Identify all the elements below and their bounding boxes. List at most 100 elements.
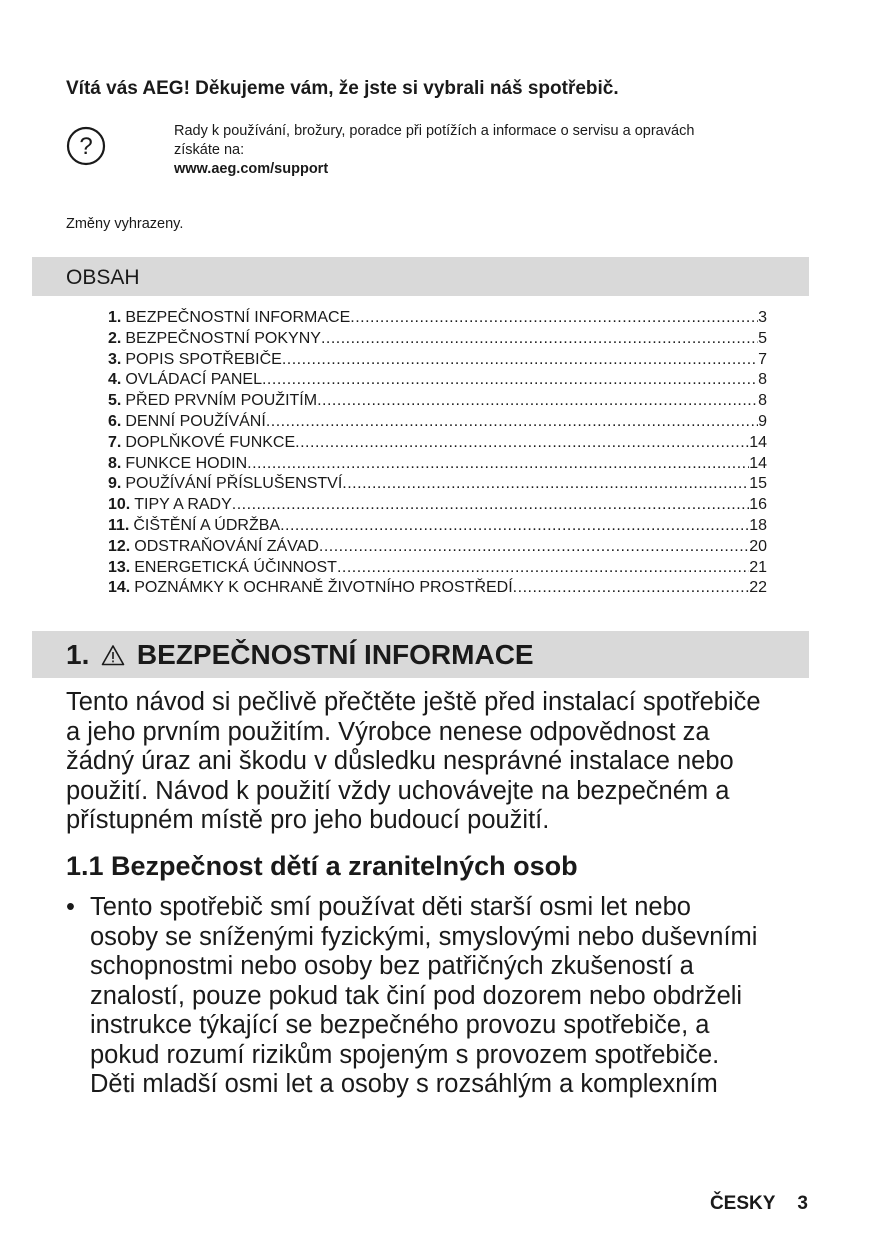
toc-leader-dots <box>317 391 758 412</box>
toc-item[interactable]: 3.POPIS SPOTŘEBIČE 7 <box>108 350 767 371</box>
section-title-text: BEZPEČNOSTNÍ INFORMACE <box>136 639 534 670</box>
toc-item-page: 5 <box>758 329 767 347</box>
toc-item[interactable]: 14. POZNÁMKY K OCHRANĚ ŽIVOTNÍHO PROSTŘED… <box>108 578 767 599</box>
toc-item-number: 4. <box>108 371 122 389</box>
section-number: 1. <box>66 639 90 670</box>
toc-item-label: BEZPEČNOSTNÍ INFORMACE <box>125 309 351 326</box>
subsection-heading: 1.1 Bezpečnost dětí a zranitelných osob <box>66 851 578 881</box>
toc-item[interactable]: 13.ENERGETICKÁ ÚČINNOST 21 <box>108 558 767 579</box>
toc-item-label: BEZPEČNOSTNÍ POKYNY <box>125 329 321 347</box>
bullet-line: znalostí, pouze pokud tak činí pod dozor… <box>90 981 743 1010</box>
toc-item-page: 14 <box>749 433 767 451</box>
bullet-line: Děti mladší osmi let a osoby s rozsáhlým… <box>90 1070 718 1098</box>
toc-item[interactable]: 1.BEZPEČNOSTNÍ INFORMACE 3 <box>108 308 767 329</box>
toc-item[interactable]: 6.DENNÍ POUŽÍVÁNÍ 9 <box>108 412 767 433</box>
toc-item[interactable]: 8.FUNKCE HODIN 14 <box>108 454 767 475</box>
toc-item-number: 7. <box>108 433 122 451</box>
toc-header-bar: OBSAH <box>32 257 809 296</box>
svg-text:?: ? <box>79 133 92 160</box>
toc-item-page: 21 <box>749 558 767 576</box>
toc-item[interactable]: 7.DOPLŇKOVÉ FUNKCE 14 <box>108 433 767 454</box>
toc-item-page: 7 <box>758 350 767 368</box>
toc-item-page: 14 <box>749 454 767 472</box>
toc-item-number: 9. <box>108 475 122 493</box>
toc-leader-dots <box>350 308 758 329</box>
toc-leader-dots <box>513 578 750 599</box>
toc-item-page: 16 <box>749 496 767 514</box>
toc-leader-dots <box>266 412 758 433</box>
toc-item-page: 9 <box>758 412 767 430</box>
intro-line: přístupném místě pro jeho budoucí použit… <box>66 806 550 834</box>
toc-item-page: 18 <box>749 516 767 534</box>
toc-item-number: 13. <box>108 558 131 576</box>
toc-item-number: 5. <box>108 392 122 410</box>
toc-item-label: OVLÁDACÍ PANEL <box>125 371 262 389</box>
intro-line: Tento návod si pečlivě přečtěte ještě př… <box>66 688 761 716</box>
bullet-item: • Tento spotřebič smí používat děti star… <box>66 893 757 1100</box>
toc-item-label: POPIS SPOTŘEBIČE <box>125 350 282 368</box>
support-url-link[interactable]: www.aeg.com/support <box>174 161 329 177</box>
page-footer: ČESKY 3 <box>710 1193 808 1215</box>
toc-item-page: 3 <box>758 309 767 326</box>
bullet-line: pokud rozumí rizikům spojeným s provozem… <box>90 1040 720 1069</box>
toc-leader-dots <box>342 474 749 495</box>
toc-item[interactable]: 4.OVLÁDACÍ PANEL 8 <box>108 370 767 391</box>
toc-item-number: 11. <box>108 516 130 534</box>
bullet-line: schopnostmi nebo osoby bez patřičných zk… <box>90 952 694 980</box>
intro-paragraph: Tento návod si pečlivě přečtěte ještě př… <box>66 688 761 836</box>
toc-item-label: FUNKCE HODIN <box>125 454 248 472</box>
intro-line: žádný úraz ani škodu v důsledku nesprávn… <box>66 747 734 775</box>
toc-item-number: 2. <box>108 329 122 347</box>
toc-item-label: ČIŠTĚNÍ A ÚDRŽBA <box>133 516 281 534</box>
table-of-contents: 1.BEZPEČNOSTNÍ INFORMACE 3 2.BEZPEČNOSTNÍ … <box>108 308 767 599</box>
toc-item-number: 8. <box>108 454 122 472</box>
toc-item-page: 22 <box>749 579 767 597</box>
question-circle-icon: ? <box>66 126 106 166</box>
toc-item-number: 3. <box>108 350 122 368</box>
section-header-bar: 1. BEZPEČNOSTNÍ INFORMACE <box>32 631 809 678</box>
toc-item[interactable]: 11.ČIŠTĚNÍ A ÚDRŽBA 18 <box>108 516 767 537</box>
toc-item-page: 8 <box>758 392 767 410</box>
toc-item[interactable]: 2.BEZPEČNOSTNÍ POKYNY 5 <box>108 329 767 350</box>
section-title: 1. BEZPEČNOSTNÍ INFORMACE <box>66 639 534 671</box>
bullet-dot: • <box>66 893 75 921</box>
toc-item[interactable]: 9.POUŽÍVÁNÍ PŘÍSLUŠENSTVÍ 15 <box>108 474 767 495</box>
toc-item-label: ENERGETICKÁ ÚČINNOST <box>134 558 337 576</box>
toc-item-label: DENNÍ POUŽÍVÁNÍ <box>125 412 266 430</box>
welcome-heading: Vítá vás AEG! Děkujeme vám, že jste si v… <box>66 78 619 99</box>
toc-item-number: 12. <box>108 537 131 555</box>
changes-notice: Změny vyhrazeny. <box>66 216 184 232</box>
support-text-line: Rady k používání, brožury, poradce při p… <box>174 123 695 139</box>
toc-item-number: 1. <box>108 309 122 326</box>
toc-item-label: PŘED PRVNÍM POUŽITÍM <box>125 392 318 410</box>
toc-item[interactable]: 5.PŘED PRVNÍM POUŽITÍM 8 <box>108 391 767 412</box>
intro-line: a jeho prvním použitím. Výrobce nenese o… <box>66 717 710 746</box>
warning-triangle-icon <box>101 645 125 666</box>
support-text-line: získáte na: <box>174 142 245 158</box>
support-info: Rady k používání, brožury, poradce při p… <box>174 122 794 179</box>
bullet-line: instrukce týkající se bezpečného provozu… <box>90 1011 710 1039</box>
toc-item-page: 15 <box>749 475 767 493</box>
bullet-line: Tento spotřebič smí používat děti starší… <box>90 893 691 921</box>
toc-item-number: 10. <box>108 496 131 514</box>
toc-item[interactable]: 12.ODSTRAŇOVÁNÍ ZÁVAD 20 <box>108 537 767 558</box>
toc-leader-dots <box>337 558 749 579</box>
toc-item-number: 6. <box>108 412 122 430</box>
bullet-line: osoby se sníženými fyzickými, smyslovými… <box>90 922 758 951</box>
toc-leader-dots <box>247 454 749 475</box>
toc-leader-dots <box>280 516 749 537</box>
page-number: 3 <box>797 1193 808 1214</box>
toc-item-label: TIPY A RADY <box>134 496 232 514</box>
toc-title: OBSAH <box>66 266 140 289</box>
toc-leader-dots <box>262 370 758 391</box>
toc-leader-dots <box>295 433 749 454</box>
toc-item-label: DOPLŇKOVÉ FUNKCE <box>125 433 296 451</box>
toc-leader-dots <box>319 537 749 558</box>
toc-item-label: ODSTRAŇOVÁNÍ ZÁVAD <box>134 537 319 555</box>
toc-item-label: POZNÁMKY K OCHRANĚ ŽIVOTNÍHO PROSTŘEDÍ <box>134 579 513 597</box>
intro-line: použití. Návod k použití vždy uchovávejt… <box>66 776 730 805</box>
toc-leader-dots <box>232 495 749 516</box>
toc-item[interactable]: 10.TIPY A RADY 16 <box>108 495 767 516</box>
toc-item-page: 8 <box>758 371 767 389</box>
toc-leader-dots <box>321 329 758 350</box>
